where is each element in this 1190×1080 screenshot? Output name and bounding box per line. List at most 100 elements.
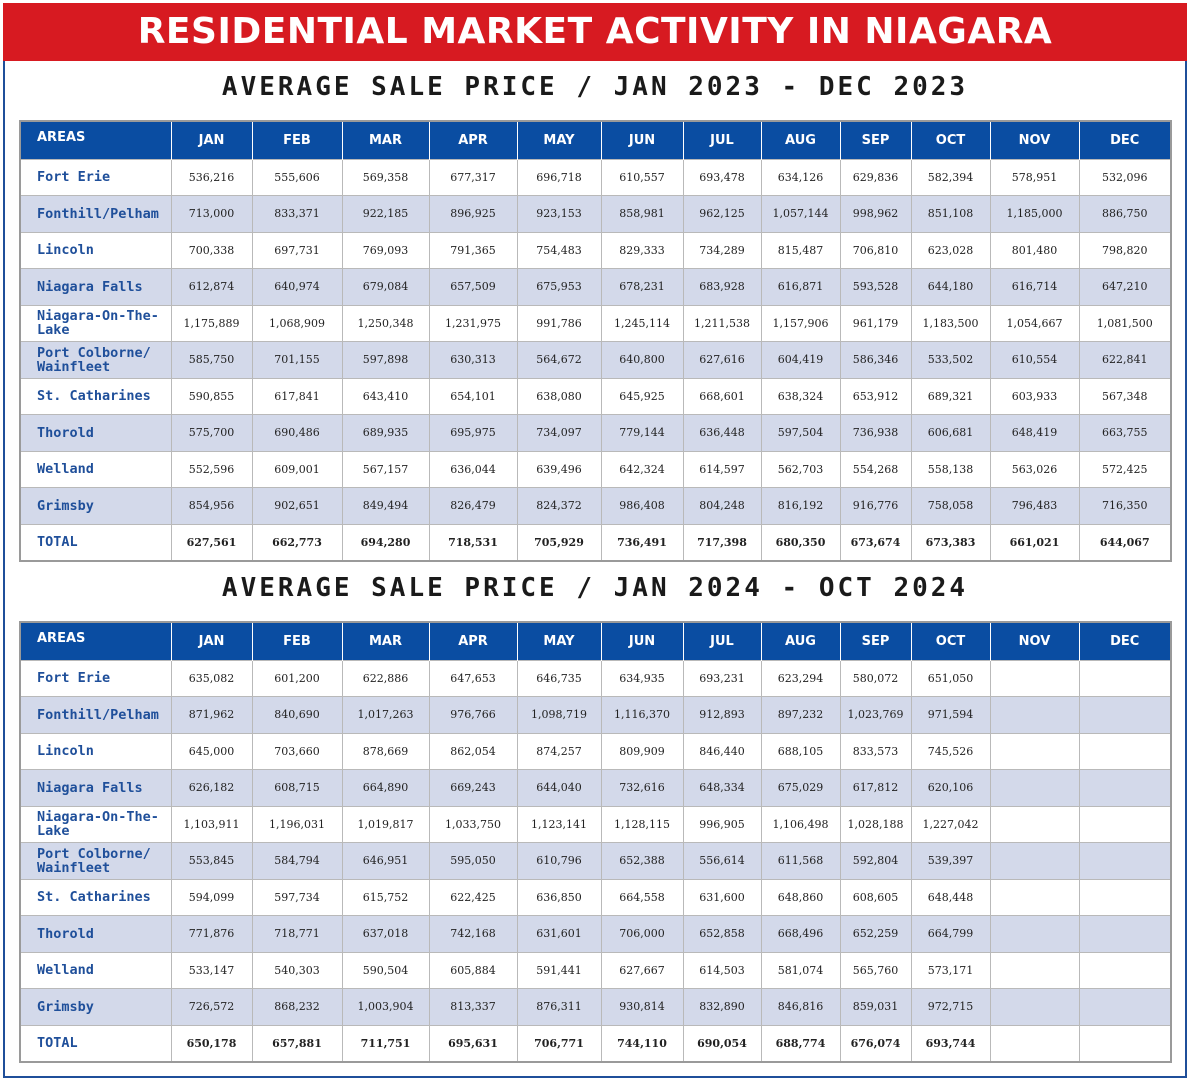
price-cell: 590,504 — [341, 951, 430, 989]
month-column-header: SEP — [840, 622, 912, 660]
price-cell: 1,245,114 — [600, 304, 684, 342]
price-cell: 703,660 — [251, 732, 343, 770]
price-cell: 1,017,263 — [341, 696, 430, 734]
price-cell — [1078, 732, 1172, 770]
price-cell: 791,365 — [428, 231, 518, 269]
price-cell: 555,606 — [251, 158, 343, 196]
price-cell — [1078, 878, 1172, 916]
price-cell: 878,669 — [341, 732, 430, 770]
price-cell: 631,601 — [516, 915, 602, 953]
area-name: Port Colborne/ Wainfleet — [19, 341, 172, 379]
area-name: TOTAL — [19, 1024, 172, 1062]
price-cell: 971,594 — [910, 696, 991, 734]
month-column-header: DEC — [1079, 622, 1172, 660]
price-cell: 634,935 — [600, 659, 684, 697]
price-cell: 639,496 — [516, 450, 602, 488]
price-cell: 680,350 — [760, 523, 841, 561]
price-cell: 554,268 — [839, 450, 912, 488]
price-cell: 646,951 — [341, 842, 430, 880]
month-column-header: DEC — [1079, 121, 1172, 159]
price-cell: 651,050 — [910, 659, 991, 697]
price-cell: 594,099 — [170, 878, 253, 916]
table-row: Niagara-On-The-Lake 1,175,889 1,068,909 1,2… — [19, 304, 1172, 342]
price-cell: 606,681 — [910, 414, 991, 452]
price-cell: 745,526 — [910, 732, 991, 770]
price-cell: 1,175,889 — [170, 304, 253, 342]
area-name: Niagara-On-The-Lake — [19, 304, 172, 342]
price-cell: 634,126 — [760, 158, 841, 196]
month-column-header: NOV — [990, 121, 1080, 159]
month-column-header: MAR — [342, 121, 430, 159]
price-cell — [989, 915, 1080, 953]
price-cell: 578,951 — [989, 158, 1080, 196]
price-cell: 657,881 — [251, 1024, 343, 1062]
month-column-header: AUG — [761, 622, 841, 660]
price-cell: 1,054,667 — [989, 304, 1080, 342]
price-cell — [989, 951, 1080, 989]
header-row: AREAS JAN FEB MAR APR MAY JUN JUL AUG SEP OCT NOV DE… — [20, 121, 1172, 159]
price-cell: 564,672 — [516, 341, 602, 379]
price-cell: 664,558 — [600, 878, 684, 916]
table-row: Port Colborne/ Wainfleet 585,750 701,155 59… — [19, 341, 1172, 379]
price-cell: 615,752 — [341, 878, 430, 916]
price-cell: 676,074 — [839, 1024, 912, 1062]
table-row: Niagara Falls 612,874 640,974 679,084 657,50… — [19, 268, 1172, 306]
price-cell: 595,050 — [428, 842, 518, 880]
price-cell: 603,933 — [989, 377, 1080, 415]
price-cell: 998,962 — [839, 195, 912, 233]
price-cell — [989, 805, 1080, 843]
price-cell: 662,773 — [251, 523, 343, 561]
price-cell: 694,280 — [341, 523, 430, 561]
price-cell: 586,346 — [839, 341, 912, 379]
month-column-header: APR — [429, 622, 518, 660]
price-cell: 539,397 — [910, 842, 991, 880]
price-cell: 1,183,500 — [910, 304, 991, 342]
price-cell: 1,057,144 — [760, 195, 841, 233]
price-cell: 930,814 — [600, 988, 684, 1026]
price-cell: 796,483 — [989, 487, 1080, 525]
areas-column-header: AREAS — [20, 121, 172, 159]
table-row: Lincoln 700,338 697,731 769,093 791,365 754,4… — [19, 231, 1172, 269]
price-cell — [1078, 915, 1172, 953]
price-cell: 565,760 — [839, 951, 912, 989]
area-name: Grimsby — [19, 487, 172, 525]
price-cell: 627,561 — [170, 523, 253, 561]
price-cell: 1,098,719 — [516, 696, 602, 734]
price-cell: 591,441 — [516, 951, 602, 989]
price-cell: 652,858 — [682, 915, 762, 953]
total-row: TOTAL 627,561 662,773 694,280 718,531 705,929… — [19, 523, 1172, 561]
total-row: TOTAL 650,178 657,881 711,751 695,631 706,771… — [19, 1024, 1172, 1062]
areas-column-header: AREAS — [20, 622, 172, 660]
table-row: Niagara Falls 626,182 608,715 664,890 669,24… — [19, 769, 1172, 807]
price-cell: 647,210 — [1078, 268, 1172, 306]
table-row: St. Catharines 590,855 617,841 643,410 654,1… — [19, 377, 1172, 415]
price-cell — [989, 988, 1080, 1026]
price-cell: 736,491 — [600, 523, 684, 561]
header-row: AREAS JAN FEB MAR APR MAY JUN JUL AUG SEP OCT NOV DE… — [20, 622, 1172, 660]
price-cell: 1,227,042 — [910, 805, 991, 843]
price-cell: 1,028,188 — [839, 805, 912, 843]
month-column-header: JAN — [171, 121, 253, 159]
price-cell: 809,909 — [600, 732, 684, 770]
price-cell: 652,388 — [600, 842, 684, 880]
price-cell: 689,321 — [910, 377, 991, 415]
price-cell: 636,448 — [682, 414, 762, 452]
price-cell: 896,925 — [428, 195, 518, 233]
price-cell: 668,496 — [760, 915, 841, 953]
price-cell — [989, 1024, 1080, 1062]
price-cell: 962,125 — [682, 195, 762, 233]
area-name: Fonthill/Pelham — [19, 195, 172, 233]
table-row: Welland 552,596 609,001 567,157 636,044 639,4… — [19, 450, 1172, 488]
area-name: Fort Erie — [19, 659, 172, 697]
price-cell: 986,408 — [600, 487, 684, 525]
price-cell: 961,179 — [839, 304, 912, 342]
price-cell: 643,410 — [341, 377, 430, 415]
price-cell: 854,956 — [170, 487, 253, 525]
price-cell: 754,483 — [516, 231, 602, 269]
price-cell: 575,700 — [170, 414, 253, 452]
price-cell: 636,850 — [516, 878, 602, 916]
price-cell: 1,128,115 — [600, 805, 684, 843]
price-cell: 629,836 — [839, 158, 912, 196]
price-cell: 650,178 — [170, 1024, 253, 1062]
price-cell: 567,157 — [341, 450, 430, 488]
